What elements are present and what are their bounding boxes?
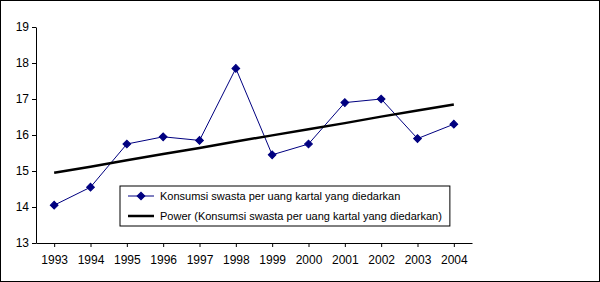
- x-axis: 1993 1994 1995 1996 1997 1998 1999 2000 2001 2002…: [37, 243, 473, 267]
- legend-label: Power (Konsumsi swasta per uang kartal y…: [160, 210, 442, 222]
- y-tick-mark: [32, 207, 36, 208]
- y-tick-mark: [32, 171, 36, 172]
- x-tick-mark: [163, 243, 164, 247]
- x-tick-label: 1998: [223, 253, 250, 267]
- point-marker: [450, 120, 458, 128]
- x-tick-mark: [454, 243, 455, 247]
- x-tick-mark: [127, 243, 128, 247]
- x-tick-mark: [345, 243, 346, 247]
- x-tick: 1997: [187, 243, 214, 267]
- x-tick-mark: [418, 243, 419, 247]
- y-tick-mark: [32, 99, 36, 100]
- x-tick-label: 2001: [332, 253, 359, 267]
- x-tick-mark: [272, 243, 273, 247]
- x-tick-label: 1994: [78, 253, 105, 267]
- x-tick: 2001: [332, 243, 359, 267]
- point-marker: [268, 151, 276, 159]
- x-tick-label: 2003: [405, 253, 432, 267]
- point-marker: [341, 99, 349, 107]
- y-tick: 13: [16, 236, 36, 250]
- x-tick: 1996: [150, 243, 177, 267]
- point-marker: [50, 201, 58, 209]
- x-tick-label: 1999: [259, 253, 286, 267]
- legend-symbol-line: [128, 215, 154, 218]
- y-tick: 19: [16, 20, 36, 34]
- y-tick-label: 16: [16, 128, 30, 142]
- y-tick: 16: [16, 128, 36, 142]
- legend-label: Konsumsi swasta per uang kartal yang die…: [160, 190, 400, 202]
- y-tick-mark: [32, 243, 36, 244]
- x-tick-mark: [91, 243, 92, 247]
- x-axis-line: [37, 243, 473, 244]
- point-marker: [87, 183, 95, 191]
- x-tick: 1994: [78, 243, 105, 267]
- point-marker: [305, 140, 313, 148]
- point-marker: [123, 140, 131, 148]
- x-tick-mark: [381, 243, 382, 247]
- series-line: [54, 68, 454, 205]
- x-tick-mark: [309, 243, 310, 247]
- y-tick-label: 19: [16, 20, 30, 34]
- y-tick: 17: [16, 92, 36, 106]
- x-tick: 2000: [296, 243, 323, 267]
- y-tick-label: 17: [16, 92, 30, 106]
- y-tick-label: 13: [16, 236, 30, 250]
- x-tick-mark: [236, 243, 237, 247]
- point-marker: [196, 137, 204, 145]
- legend-box: [120, 186, 450, 226]
- x-tick-label: 1997: [187, 253, 214, 267]
- y-tick-mark: [32, 27, 36, 28]
- x-tick-label: 2002: [368, 253, 395, 267]
- x-tick-label: 1996: [150, 253, 177, 267]
- x-tick-label: 2000: [296, 253, 323, 267]
- x-tick: 1993: [41, 243, 68, 267]
- y-axis-line: [36, 28, 37, 244]
- x-tick: 1999: [259, 243, 286, 267]
- chart-border: [1, 1, 600, 282]
- y-tick: 14: [16, 200, 36, 214]
- point-marker: [414, 135, 422, 143]
- y-tick-label: 18: [16, 56, 30, 70]
- point-marker: [159, 133, 167, 141]
- legend: Konsumsi swasta per uang kartal yang die…: [120, 186, 450, 226]
- y-axis: 13 14 15 16 17 18 19: [16, 20, 37, 250]
- chart: 1314151617181919931994199519961997199819…: [0, 0, 600, 282]
- x-tick: 2003: [405, 243, 432, 267]
- trend-line: [54, 104, 454, 172]
- y-tick-mark: [32, 135, 36, 136]
- y-tick: 18: [16, 56, 36, 70]
- point-marker: [377, 95, 385, 103]
- y-tick: 15: [16, 164, 36, 178]
- x-tick: 1998: [223, 243, 250, 267]
- legend-symbol-marker: [137, 192, 145, 200]
- point-marker: [232, 65, 240, 73]
- y-tick-mark: [32, 63, 36, 64]
- x-tick-mark: [54, 243, 55, 247]
- x-tick-label: 1995: [114, 253, 141, 267]
- x-tick: 2004: [441, 243, 468, 267]
- y-tick-label: 14: [16, 200, 30, 214]
- x-tick-label: 1993: [41, 253, 68, 267]
- y-tick-label: 15: [16, 164, 30, 178]
- x-tick-label: 2004: [441, 253, 468, 267]
- x-tick-mark: [200, 243, 201, 247]
- x-tick: 1995: [114, 243, 141, 267]
- x-tick: 2002: [368, 243, 395, 267]
